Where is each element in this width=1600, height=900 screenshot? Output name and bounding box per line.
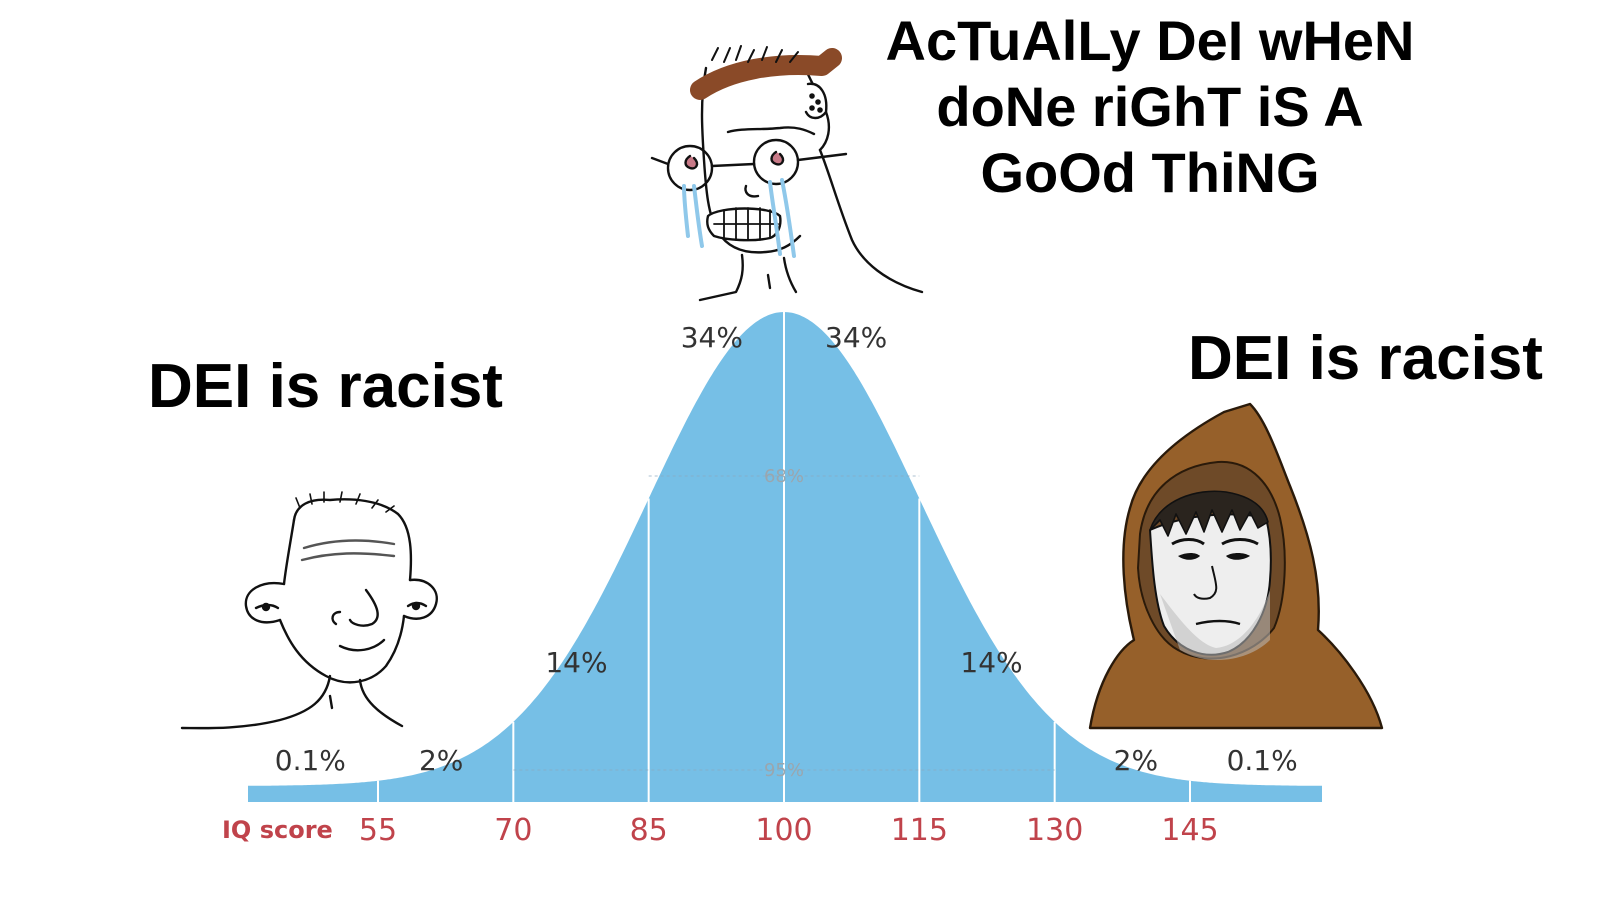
range-label: 68% <box>764 466 804 487</box>
band-percentage-label: 14% <box>545 646 607 679</box>
caption-top-line: AcTuAlLy DeI wHeN <box>885 9 1415 72</box>
x-tick-label: 130 <box>1026 813 1083 848</box>
caption-left: DEI is racist <box>148 352 503 421</box>
x-tick-label: 100 <box>755 813 812 848</box>
x-tick-label: 55 <box>359 813 397 848</box>
caption-right: DEI is racist <box>1188 324 1543 393</box>
x-tick-label: 85 <box>630 813 668 848</box>
x-tick-label: 115 <box>891 813 948 848</box>
caption-top-line: doNe riGhT iS A <box>936 75 1364 139</box>
x-tick-label: 70 <box>494 813 532 848</box>
band-percentage-label: 34% <box>681 321 743 354</box>
band-percentage-label: 2% <box>1114 744 1158 777</box>
x-axis-label: IQ score <box>222 816 333 844</box>
band-percentage-label: 2% <box>419 744 463 777</box>
band-percentage-label: 34% <box>825 321 887 354</box>
range-label: 95% <box>764 760 804 781</box>
band-percentage-label: 14% <box>960 646 1022 679</box>
simpleton-wojak-icon <box>180 491 438 730</box>
hooded-wojak-icon <box>1088 402 1384 730</box>
wojak-crying-glasses-icon <box>650 45 924 302</box>
band-percentage-label: 0.1% <box>1227 744 1298 777</box>
caption-top-line: GoOd ThiNG <box>980 141 1320 205</box>
band-percentage-label: 0.1% <box>275 744 346 777</box>
x-tick-label: 145 <box>1161 813 1218 848</box>
caption-top: AcTuAlLy DeI wHeN doNe riGhT iS A GoOd T… <box>840 8 1460 206</box>
